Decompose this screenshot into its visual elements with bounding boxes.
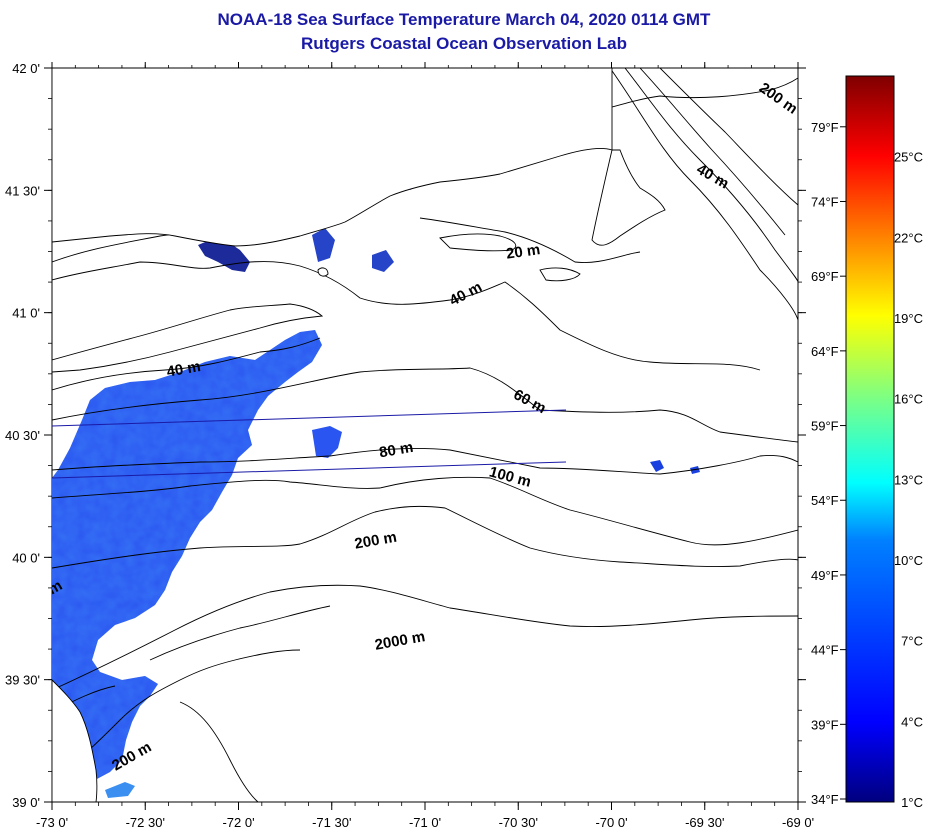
lon-label: -73 0' [36,815,68,830]
colorbar-celsius-label: 4°C [901,714,923,729]
lat-label: 40 30' [5,428,40,443]
block-island [317,267,329,277]
colorbar-fahrenheit-label: 54°F [811,493,839,508]
colorbar-fahrenheit-label: 49°F [811,568,839,583]
lon-label: -70 0' [595,815,627,830]
contour-200m [52,505,798,569]
lon-label: -72 0' [222,815,254,830]
colorbar-celsius-label: 1°C [901,795,923,810]
latitude-axis: 42 0' 41 30' 41 0' 40 30' 40 0' 39 30' 39 0' [5,61,806,810]
sst-patch-narragansett [312,228,394,272]
colorbar-celsius-label: 19°C [894,311,923,326]
colorbar-fahrenheit-label: 64°F [811,344,839,359]
sst-patch-southwest-texture [52,330,322,802]
longitude-axis: -73 0' -72 30' -72 0' -71 30' -71 0' -70 30' -… [36,62,814,830]
lat-label: 41 0' [12,306,40,321]
contour-label: 20 m [505,241,541,263]
contour-2000m [52,584,798,691]
contour-40m-west [52,337,321,391]
long-island [52,303,324,373]
lat-label: 42 0' [12,61,40,76]
colorbar: 25°C 22°C 19°C 16°C 13°C 10°C 7°C 4°C 1°C 79°F 74… [811,75,923,810]
lat-label: 39 0' [12,795,40,810]
cape-cod [591,149,666,246]
nantucket [539,267,581,282]
sst-patch-east-of-lis [312,426,342,458]
contour-60m [52,367,798,443]
contour-100m [52,476,798,546]
sst-patch-offshore-east [650,460,700,474]
lat-label: 39 30' [5,673,40,688]
coastline [52,68,666,802]
colorbar-bar [845,75,895,803]
lon-label: -70 30' [499,815,538,830]
colorbar-fahrenheit-label: 44°F [811,643,839,658]
colorbar-celsius-label: 10°C [894,553,923,568]
colorbar-fahrenheit-label: 34°F [811,792,839,807]
contour-40m [52,261,761,371]
sst-data-layer [52,118,700,802]
lon-label: -71 30' [312,815,351,830]
swath-lines [52,409,567,479]
colorbar-fahrenheit-labels: 79°F 74°F 69°F 64°F 59°F 54°F 49°F 44°F 39°F 34°F [811,120,846,807]
contour-label: 40 m [165,358,202,381]
colorbar-fahrenheit-label: 74°F [811,194,839,209]
colorbar-celsius-label: 16°C [894,392,923,407]
map-title: NOAA-18 Sea Surface Temperature March 04… [217,10,711,29]
contour-northeast-3 [639,68,798,236]
contour-80m [52,447,798,475]
colorbar-fahrenheit-label: 79°F [811,120,839,135]
lon-label: -69 30' [685,815,724,830]
marthas-vineyard [439,233,517,252]
colorbar-celsius-label: 13°C [894,472,923,487]
contour-label: 80 m [378,439,415,462]
colorbar-fahrenheit-label: 39°F [811,717,839,732]
bathymetry-contours [52,68,798,802]
sst-patch-south-corner [105,782,135,798]
colorbar-fahrenheit-label: 69°F [811,269,839,284]
contour-south-200m [52,649,301,781]
connecticut-ri-coast [52,68,613,247]
colorbar-celsius-label: 22°C [894,230,923,245]
colorbar-celsius-labels: 25°C 22°C 19°C 16°C 13°C 10°C 7°C 4°C 1°C [894,150,923,810]
sst-patch-lis [198,240,250,272]
lat-label: 40 0' [12,550,40,565]
lat-label: 41 30' [5,183,40,198]
contour-northeast-1 [609,68,798,321]
colorbar-fahrenheit-label: 59°F [811,419,839,434]
lon-label: -72 30' [126,815,165,830]
contour-northeast-2 [624,68,798,283]
lon-label: -69 0' [782,815,814,830]
colorbar-celsius-label: 7°C [901,634,923,649]
colorbar-celsius-label: 25°C [894,150,923,165]
map-subtitle: Rutgers Coastal Ocean Observation Lab [301,34,627,53]
lon-label: -71 0' [409,815,441,830]
new-jersey-coast [52,679,98,802]
